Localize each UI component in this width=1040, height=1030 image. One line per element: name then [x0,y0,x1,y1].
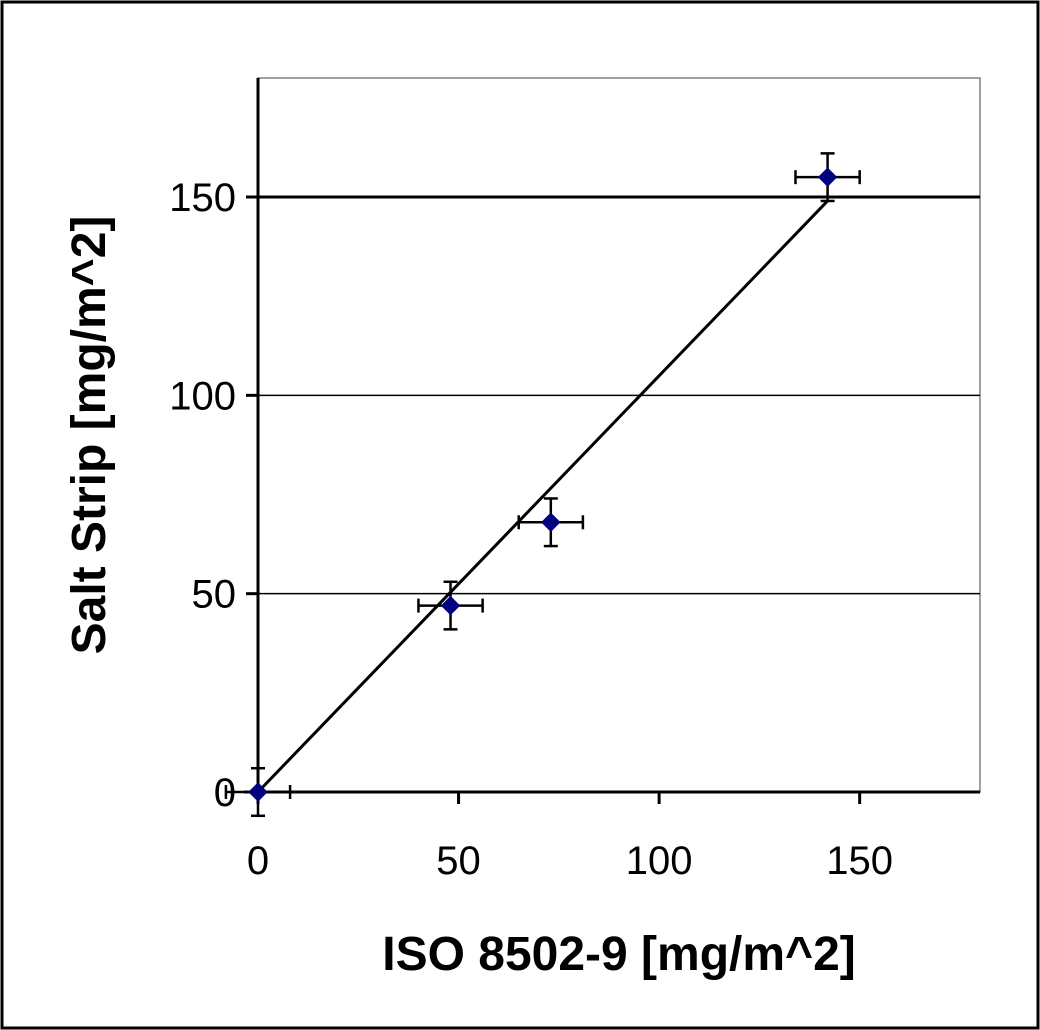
grid-lines [258,195,980,595]
data-point [248,782,268,802]
data-point [440,595,461,616]
x-tick-label: 0 [247,839,269,883]
x-tick-label: 150 [826,839,893,883]
data-point [817,167,838,187]
y-tick-label: 100 [169,374,236,418]
data-point [541,512,561,532]
y-axis-title: Salt Strip [mg/m^2] [63,216,116,655]
data-points [248,167,838,802]
y-tick-label: 50 [192,573,237,617]
plot-area [257,77,981,793]
trendline [256,199,829,794]
x-tick-label: 50 [436,839,481,883]
x-tick-label: 100 [626,839,693,883]
y-tick-label: 150 [169,176,236,220]
x-axis-title: ISO 8502-9 [mg/m^2] [382,928,856,981]
trendline-group [256,199,829,794]
